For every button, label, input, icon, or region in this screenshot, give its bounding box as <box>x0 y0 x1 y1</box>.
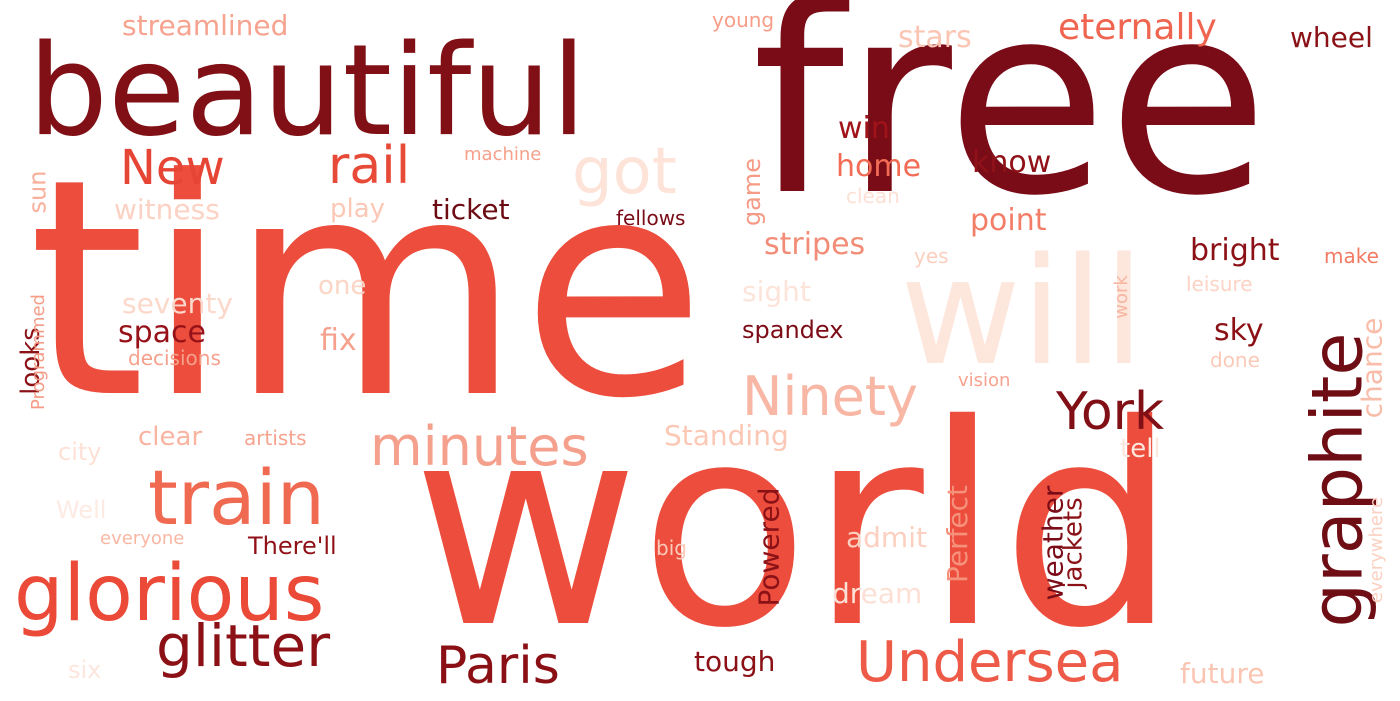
word-witness: witness <box>114 193 220 226</box>
word-machine: machine <box>464 144 542 165</box>
word-train: train <box>148 453 325 542</box>
word-ninety: Ninety <box>742 365 918 428</box>
word-admit: admit <box>846 521 927 554</box>
word-chance: chance <box>1355 317 1389 419</box>
word-know: know <box>972 145 1052 180</box>
word-one: one <box>318 271 367 301</box>
word-got: got <box>572 135 677 209</box>
word-glorious: glorious <box>14 549 325 639</box>
word-world: world <box>412 365 1178 689</box>
word-big: big <box>656 536 687 560</box>
word-decisions: decisions <box>128 346 221 370</box>
word-beautiful: beautiful <box>28 17 587 164</box>
word-six: six <box>68 656 102 684</box>
word-ticket: ticket <box>432 193 510 226</box>
word-seventy: seventy <box>122 287 233 320</box>
word-new: New <box>120 140 225 196</box>
word-jackets: jackets <box>1058 497 1089 589</box>
word-fix: fix <box>320 323 357 358</box>
word-wheel: wheel <box>1290 21 1373 54</box>
word-free: free <box>752 0 1269 253</box>
word-artists: artists <box>244 426 307 450</box>
word-programmed: Programmed <box>27 294 49 410</box>
word-make: make <box>1324 244 1379 268</box>
word-undersea: Undersea <box>856 630 1124 695</box>
word-bright: bright <box>1190 233 1280 268</box>
word-city: city <box>58 438 102 466</box>
word-time: time <box>28 115 706 464</box>
word-york: York <box>1056 382 1165 442</box>
word-glitter: glitter <box>156 612 331 680</box>
word-rail: rail <box>328 136 411 196</box>
word-win: win <box>838 111 890 146</box>
word-sky: sky <box>1214 313 1264 348</box>
word-standing: Standing <box>664 419 789 452</box>
word-everyone: everyone <box>100 528 185 549</box>
word-therell: There'll <box>248 532 337 560</box>
word-dream: dream <box>832 577 923 610</box>
word-sight: sight <box>742 275 811 308</box>
word-space: space <box>118 315 207 350</box>
word-stripes: stripes <box>764 227 866 262</box>
word-fellows: fellows <box>616 206 686 230</box>
word-streamlined: streamlined <box>122 9 289 42</box>
word-yes: yes <box>914 244 949 268</box>
word-minutes: minutes <box>370 415 589 478</box>
word-tell: tell <box>1120 434 1161 464</box>
word-done: done <box>1210 348 1260 372</box>
word-game: game <box>738 157 767 227</box>
word-work: work <box>1110 275 1132 319</box>
word-paris: Paris <box>436 636 560 696</box>
word-future: future <box>1180 657 1265 690</box>
word-sun: sun <box>23 170 52 214</box>
word-spandex: spandex <box>742 316 844 344</box>
word-eternally: eternally <box>1058 7 1217 48</box>
word-clear: clear <box>138 422 203 452</box>
word-vision: vision <box>958 370 1011 391</box>
word-everywhere: everywhere <box>1366 496 1388 604</box>
word-leisure: leisure <box>1186 272 1253 296</box>
word-will: will <box>900 226 1145 398</box>
word-tough: tough <box>694 645 776 678</box>
word-home: home <box>836 149 922 184</box>
word-point: point <box>970 203 1047 238</box>
word-perfect: Perfect <box>941 484 975 584</box>
word-play: play <box>330 194 386 224</box>
word-young: young <box>712 8 775 32</box>
word-stars: stars <box>898 20 972 55</box>
word-clean: clean <box>846 184 900 208</box>
word-powered: Powered <box>752 487 786 607</box>
word-well: Well <box>56 496 107 524</box>
